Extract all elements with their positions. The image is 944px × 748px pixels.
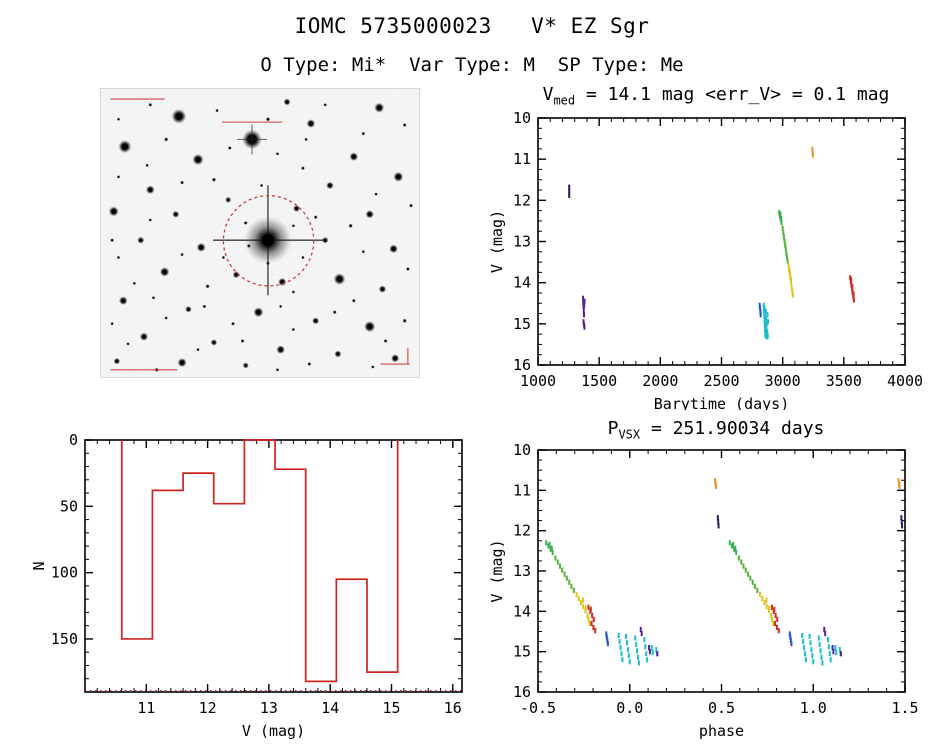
svg-text:12: 12 [199,699,217,717]
svg-text:16: 16 [513,356,531,374]
svg-text:phase: phase [699,722,744,740]
phase-title: PVSX = 251.90034 days [488,418,944,442]
svg-text:Barytime (days): Barytime (days) [654,395,789,410]
svg-text:0.0: 0.0 [616,699,643,717]
svg-text:V (mag): V (mag) [488,210,506,273]
svg-text:N: N [30,561,48,570]
svg-text:12: 12 [513,191,531,209]
svg-text:13: 13 [513,562,531,580]
svg-text:1500: 1500 [581,372,617,390]
svg-text:11: 11 [137,699,155,717]
svg-text:11: 11 [513,481,531,499]
svg-text:-0.5: -0.5 [520,699,556,717]
svg-text:0: 0 [69,432,78,449]
svg-text:16: 16 [513,683,531,701]
svg-text:16: 16 [444,699,462,717]
svg-text:2500: 2500 [703,372,739,390]
phase-title-post: = 251.90034 days [640,418,825,439]
svg-text:13: 13 [513,233,531,251]
svg-text:2000: 2000 [642,372,678,390]
magnitude-histogram-plot: 11 12 13 14 15 16 0 50 100 150 V (mag) N [30,431,475,742]
svg-text:3000: 3000 [765,372,801,390]
lightcurve-title: Vmed = 14.1 mag <err_V> = 0.1 mag [488,84,944,108]
svg-text:10: 10 [513,110,531,127]
lightcurve-plot: 1000 1500 2000 2500 3000 3500 4000 10 11 12 13 14 15… [488,109,944,413]
phase-folded-plot: -0.5 0.0 0.5 1.0 1.5 10 11 12 13 14 15 16 phase V (ma… [488,441,944,744]
subtitle: O Type: Mi* Var Type: M SP Type: Me [260,54,684,76]
svg-text:4000: 4000 [887,372,923,390]
main-title: IOMC 5735000023 V* EZ Sgr [294,14,650,38]
svg-text:15: 15 [513,315,531,333]
svg-text:50: 50 [60,497,78,515]
svg-text:1.0: 1.0 [800,699,827,717]
lightcurve-title-post: = 14.1 mag <err_V> = 0.1 mag [575,84,890,105]
svg-text:14: 14 [513,602,531,620]
svg-text:15: 15 [513,643,531,661]
phase-title-pre: P [607,418,619,439]
phase-title-sub: VSX [618,427,641,442]
svg-text:0.5: 0.5 [708,699,735,717]
svg-text:13: 13 [260,699,278,717]
svg-text:1.5: 1.5 [891,699,918,717]
finder-chart-image [100,88,420,378]
lightcurve-title-sub: med [553,93,576,108]
svg-text:12: 12 [513,522,531,540]
svg-text:11: 11 [513,150,531,168]
svg-text:10: 10 [513,444,531,459]
svg-text:14: 14 [513,274,531,292]
svg-text:V (mag): V (mag) [488,539,506,602]
svg-text:V (mag): V (mag) [242,722,305,740]
svg-text:100: 100 [51,564,78,582]
svg-text:1000: 1000 [520,372,556,390]
lightcurve-title-pre: V [542,84,554,105]
svg-text:14: 14 [321,699,339,717]
svg-text:3500: 3500 [826,372,862,390]
svg-text:15: 15 [382,699,400,717]
svg-text:150: 150 [51,630,78,648]
